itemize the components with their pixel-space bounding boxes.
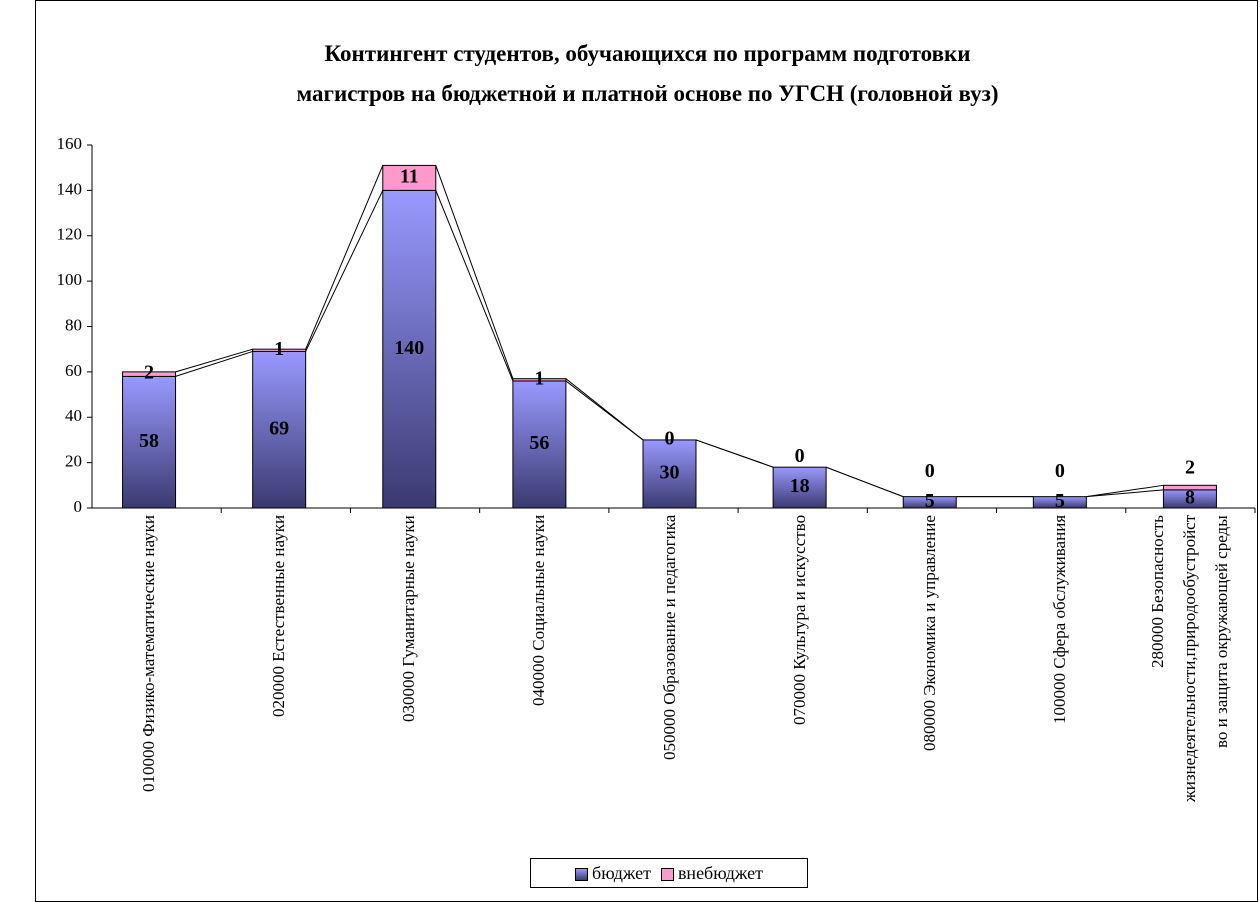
x-tick-label: 030000 Гуманитарные науки	[399, 515, 419, 722]
data-label: 140	[394, 337, 424, 359]
data-label: 1	[534, 367, 544, 389]
bar	[902, 496, 957, 509]
data-label: 69	[269, 417, 289, 439]
series-line	[695, 439, 774, 468]
series-line	[435, 190, 514, 382]
x-tick-label: 020000 Естественные науки	[269, 515, 289, 718]
data-label: 58	[139, 430, 159, 452]
data-label: 1	[274, 338, 284, 360]
data-label: 11	[400, 165, 419, 187]
series-line	[175, 348, 253, 373]
data-label: 56	[529, 432, 549, 454]
bar	[772, 466, 827, 509]
x-tick-label: 050000 Образование и педагогика	[659, 515, 679, 761]
chart-title: Контингент студентов, обучающихся по про…	[296, 41, 999, 106]
y-tick-label: 160	[57, 134, 83, 153]
series-line	[1086, 489, 1164, 498]
x-tick-label: 040000 Социальные науки	[529, 515, 549, 707]
bar	[512, 378, 567, 382]
data-label: 8	[1185, 487, 1195, 509]
bar	[1032, 496, 1087, 509]
bar	[642, 439, 697, 509]
bar	[382, 189, 437, 509]
series-line	[1086, 484, 1164, 498]
x-tick-label: 280000 Безопасность жизнедеятельности,пр…	[1147, 515, 1231, 803]
series-line	[305, 190, 384, 352]
x-tick-label: 080000 Экономика и управление	[919, 515, 939, 751]
y-tick-label: 120	[57, 225, 83, 244]
legend-item: внебюджет	[660, 862, 763, 884]
legend-swatch	[575, 867, 589, 881]
series-line	[565, 378, 644, 441]
series-line	[825, 466, 904, 498]
data-label: 2	[1185, 457, 1195, 479]
data-label: 0	[795, 445, 805, 467]
y-tick-label: 140	[57, 179, 83, 198]
data-label: 5	[925, 490, 935, 512]
y-tick-label: 20	[65, 452, 82, 471]
y-tick-label: 0	[74, 497, 83, 516]
data-label: 0	[665, 428, 675, 450]
y-tick-label: 80	[65, 315, 82, 334]
x-tick-label: 100000 Сфера обслуживания	[1049, 515, 1069, 725]
bar	[382, 164, 437, 191]
bar	[252, 348, 307, 352]
legend-swatch	[660, 867, 674, 881]
y-tick-label: 60	[65, 361, 82, 380]
series-line	[175, 350, 253, 377]
x-tick-label: 010000 Физико-математические науки	[139, 515, 159, 792]
bar	[1162, 484, 1217, 491]
legend-label: внебюджет	[677, 862, 763, 883]
bar	[512, 380, 567, 509]
legend-item: бюджет	[575, 863, 651, 884]
data-label: 0	[1055, 460, 1065, 482]
data-label: 0	[925, 460, 935, 482]
data-label: 2	[144, 362, 154, 384]
series-line	[435, 165, 514, 379]
data-label: 5	[1055, 490, 1065, 512]
y-tick-label: 40	[65, 406, 82, 425]
bar	[122, 371, 177, 377]
data-label: 30	[660, 462, 680, 484]
legend-label: бюджет	[592, 862, 651, 883]
data-label: 18	[790, 475, 810, 497]
legend: бюджет внебюджет	[530, 858, 808, 888]
x-tick-label: 070000 Культура и искусство	[789, 515, 809, 726]
series-line	[305, 165, 384, 350]
y-tick-label: 100	[57, 270, 83, 289]
